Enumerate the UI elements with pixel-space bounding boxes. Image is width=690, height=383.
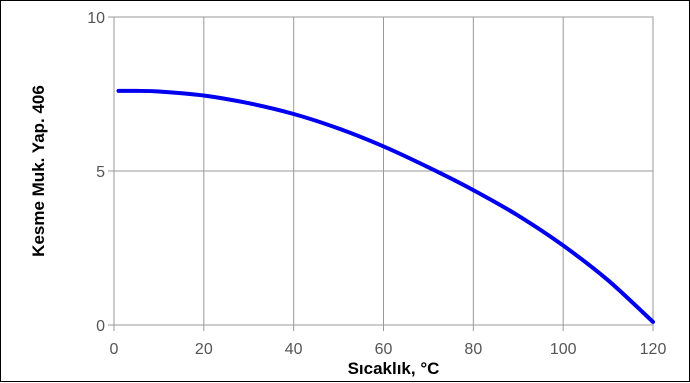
x-axis-title: Sıcaklık, °C bbox=[348, 359, 440, 378]
y-tick-label: 0 bbox=[96, 318, 105, 335]
y-tick-label: 10 bbox=[87, 10, 105, 27]
x-tick-label: 60 bbox=[375, 341, 393, 358]
x-tick-label: 40 bbox=[285, 341, 303, 358]
x-tick-label: 20 bbox=[195, 341, 213, 358]
x-tick-label: 100 bbox=[550, 341, 577, 358]
plot-area-border bbox=[113, 16, 654, 326]
x-tick-label: 120 bbox=[640, 341, 667, 358]
horizontal-gridlines bbox=[108, 16, 653, 326]
y-tick-labels: 0 5 10 bbox=[87, 10, 105, 335]
series-line bbox=[116, 88, 655, 324]
x-tick-label: 80 bbox=[464, 341, 482, 358]
y-axis-title: Kesme Muk. Yap. 406 bbox=[29, 85, 48, 257]
y-tick-label: 5 bbox=[96, 164, 105, 181]
x-tick-labels: 0 20 40 60 80 100 120 bbox=[110, 341, 667, 358]
x-tick-label: 0 bbox=[110, 341, 119, 358]
vertical-gridlines bbox=[113, 17, 654, 331]
